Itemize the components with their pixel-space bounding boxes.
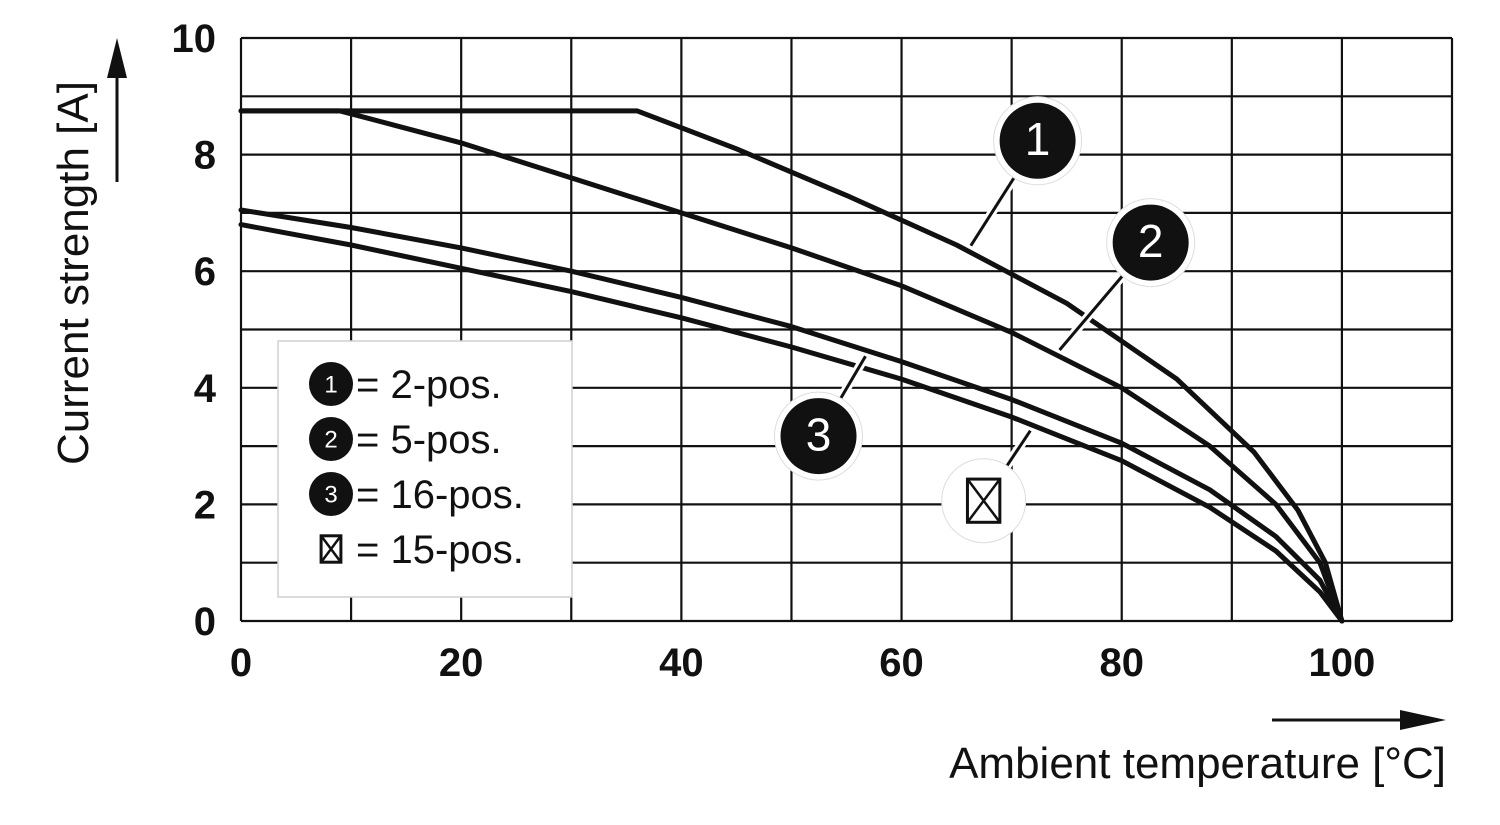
series-marker-badge: [309, 472, 353, 516]
legend-entry-label: = 16-pos.: [356, 473, 524, 517]
legend: 1 = 2-pos. 2 = 5-pos. 3 = 16-pos. = 15-pos.: [277, 340, 573, 598]
y-tick-label: 10: [172, 17, 217, 61]
x-tick-label: 100: [1309, 641, 1376, 685]
crossed-box-diagonal: [320, 535, 342, 563]
series-marker-badge: [780, 398, 857, 475]
callout-leader-line: [838, 355, 867, 401]
callout-leader-line: [969, 175, 1017, 247]
y-tick-label: 8: [194, 134, 216, 178]
x-tick-label: 0: [230, 641, 252, 685]
series-marker-number: 1: [1025, 113, 1051, 165]
x-tick-label: 80: [1099, 641, 1144, 685]
y-tick-label: 0: [194, 600, 216, 644]
y-tick-label: 2: [194, 483, 216, 527]
series-line: [238, 108, 1345, 624]
legend-entry-label: = 5-pos.: [356, 418, 502, 462]
series-marker-number: 1: [324, 371, 337, 398]
legend-entry-label: = 15-pos.: [356, 528, 524, 572]
series-marker-number: 2: [324, 426, 337, 453]
axis-ticks: 0 20 40 60 80 100 0 2 4 6 8 10: [172, 17, 1376, 685]
series-marker-number: 3: [324, 481, 337, 508]
series-marker-badge: [309, 417, 353, 461]
x-tick-label: 60: [879, 641, 924, 685]
series-line: [238, 108, 1345, 624]
crossed-box-icon: [319, 534, 343, 564]
x-tick-label: 40: [659, 641, 704, 685]
x-axis-title: Ambient temperature [°C]: [949, 739, 1446, 788]
series-marker-number: 2: [1138, 215, 1164, 267]
crossed-box-icon: [965, 477, 1002, 524]
series-callouts: 1 2 3: [774, 96, 1196, 544]
series-lines: [238, 108, 1345, 624]
series-marker-badge: [309, 362, 353, 406]
x-axis-arrow-head: [1400, 710, 1446, 730]
grid: [239, 36, 1454, 623]
callout-leader-line: [1004, 429, 1032, 469]
y-axis-title: Current strength [A]: [49, 81, 98, 465]
y-tick-label: 4: [194, 367, 217, 411]
crossed-box-diagonal: [966, 478, 1001, 524]
series-marker-badge: [999, 102, 1076, 179]
x-tick-label: 20: [439, 641, 484, 685]
legend-entry-label: = 2-pos.: [356, 363, 502, 407]
series-marker-badge: [1112, 204, 1189, 281]
y-axis-arrow-head: [107, 38, 127, 78]
callout-leader-line: [1058, 273, 1125, 351]
y-tick-label: 6: [194, 250, 216, 294]
series-line: [238, 207, 1345, 624]
series-marker-number: 3: [806, 409, 832, 461]
series-line: [238, 222, 1345, 624]
